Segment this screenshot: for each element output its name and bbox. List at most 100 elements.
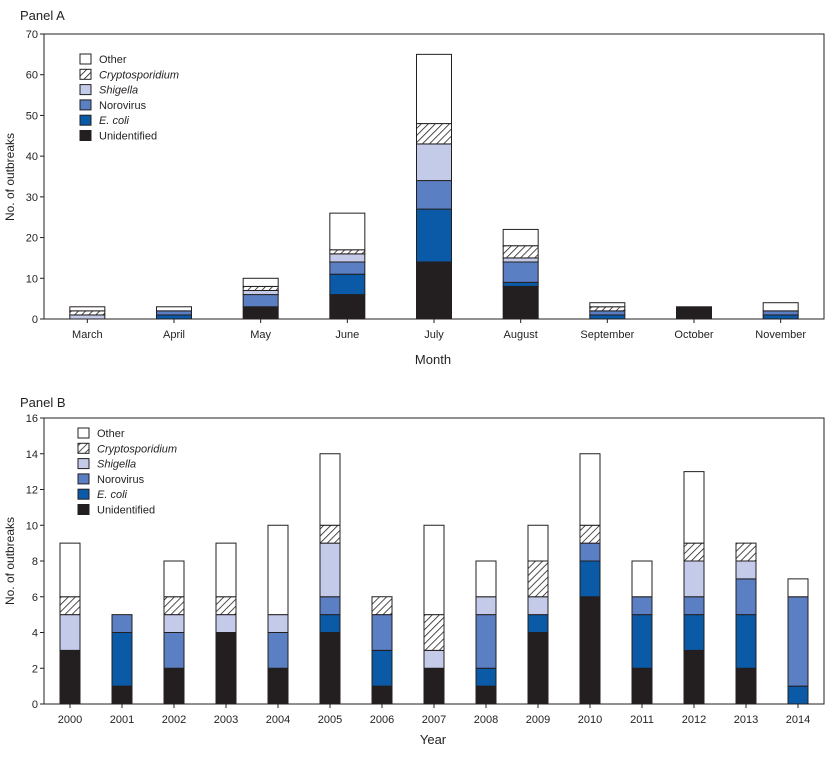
bar-segment-crypto-August	[502, 245, 539, 259]
y-tick-label: 10	[26, 273, 38, 285]
bar-segment-norovirus-April	[156, 310, 192, 316]
bar-segment-other-2005	[319, 453, 341, 526]
legend-swatch-unidentified	[77, 504, 90, 515]
bar-segment-ecoli-2001	[111, 632, 133, 687]
bar-segment-ecoli-2005	[319, 614, 341, 633]
legend-swatch-shigella	[77, 458, 90, 470]
bar-segment-shigella-August	[502, 257, 539, 263]
legend-label-norovirus: Norovirus	[99, 100, 147, 112]
bar-segment-shigella-2005	[319, 542, 341, 598]
bar-segment-shigella-2000	[59, 614, 81, 651]
legend-label-ecoli: E. coli	[97, 489, 128, 501]
bar-segment-other-March	[69, 306, 106, 312]
bar-segment-crypto-2009	[527, 560, 549, 598]
y-tick-label: 8	[32, 556, 38, 568]
legend-swatch-ecoli	[79, 114, 92, 126]
bar-segment-norovirus-May	[242, 294, 279, 308]
bar-segment-ecoli-November	[762, 314, 799, 320]
legend-label-other: Other	[99, 54, 127, 66]
legend-label-shigella: Shigella	[97, 459, 136, 471]
bar-segment-other-May	[242, 277, 279, 287]
y-tick-label: 50	[26, 110, 38, 122]
panel-b-ylabel: No. of outbreaks	[3, 517, 17, 605]
bar-segment-unidentified-October	[676, 306, 712, 320]
legend-label-crypto: Cryptosporidium	[99, 69, 179, 81]
x-tick-label: April	[163, 329, 185, 341]
y-tick-label: 10	[26, 520, 38, 532]
bar-segment-other-2004	[267, 524, 289, 616]
bar-segment-other-2008	[475, 560, 497, 598]
bar-segment-other-November	[762, 302, 799, 312]
bar-segment-shigella-2009	[527, 596, 549, 616]
x-tick-label: 2002	[162, 714, 186, 726]
bar-segment-crypto-June	[329, 249, 366, 255]
bar-segment-unidentified-2000	[59, 649, 81, 705]
bar-segment-norovirus-November	[762, 310, 799, 316]
bar-segment-shigella-July	[416, 143, 452, 182]
bar-segment-unidentified-July	[416, 261, 452, 320]
bar-segment-other-2002	[163, 560, 185, 598]
bar-segment-shigella-March	[69, 314, 106, 320]
y-tick-label: 16	[26, 413, 38, 425]
bar-segment-unidentified-2004	[267, 667, 289, 705]
panel-b-xlabel: Year	[420, 732, 447, 747]
bar-segment-shigella-2003	[215, 614, 237, 633]
bar-segment-crypto-2010	[579, 524, 601, 544]
y-tick-label: 6	[32, 592, 38, 604]
y-tick-label: 20	[26, 233, 38, 245]
legend-swatch-norovirus	[79, 99, 92, 111]
bar-segment-crypto-2007	[423, 614, 445, 651]
bar-segment-shigella-2012	[683, 560, 705, 598]
bar-segment-unidentified-2007	[423, 667, 445, 705]
bar-segment-unidentified-2003	[215, 632, 237, 705]
bar-segment-norovirus-June	[329, 261, 366, 275]
bar-segment-ecoli-August	[502, 281, 539, 287]
legend-label-unidentified: Unidentified	[99, 131, 157, 143]
legend-label-norovirus: Norovirus	[97, 474, 145, 486]
x-tick-label: 2009	[526, 714, 550, 726]
x-tick-label: May	[250, 329, 271, 341]
bar-segment-shigella-June	[329, 253, 366, 263]
bar-segment-norovirus-2011	[631, 596, 653, 616]
bar-segment-norovirus-2002	[163, 632, 185, 669]
bar-segment-ecoli-July	[416, 208, 452, 263]
panel-b-label: Panel B	[20, 395, 66, 410]
bar-segment-ecoli-2009	[527, 614, 549, 633]
x-tick-label: August	[504, 329, 538, 341]
x-tick-label: September	[580, 329, 634, 341]
y-tick-label: 4	[32, 628, 38, 640]
bar-segment-other-2012	[683, 471, 705, 544]
x-tick-label: 2000	[58, 714, 82, 726]
bar-segment-unidentified-August	[502, 285, 539, 320]
bar-segment-ecoli-2014	[787, 685, 809, 705]
bar-segment-crypto-2012	[683, 542, 705, 562]
bar-segment-other-2000	[59, 542, 81, 598]
legend-swatch-unidentified	[79, 130, 92, 141]
x-tick-label: 2007	[422, 714, 446, 726]
bar-segment-norovirus-September	[589, 310, 626, 316]
bar-segment-crypto-2013	[735, 542, 757, 562]
bar-segment-other-April	[156, 306, 192, 312]
bar-segment-other-September	[589, 302, 626, 308]
legend-label-unidentified: Unidentified	[97, 505, 155, 517]
x-tick-label: October	[674, 329, 713, 341]
bar-segment-crypto-2000	[59, 596, 81, 616]
bar-segment-ecoli-2011	[631, 614, 653, 669]
bar-segment-other-July	[416, 53, 452, 125]
bar-segment-other-August	[502, 228, 539, 247]
bar-segment-crypto-2005	[319, 524, 341, 544]
y-tick-label: 14	[26, 449, 38, 461]
bar-segment-other-2014	[787, 578, 809, 598]
bar-segment-unidentified-2013	[735, 667, 757, 705]
legend-swatch-shigella	[79, 84, 92, 96]
bar-segment-ecoli-2008	[475, 667, 497, 687]
bar-segment-unidentified-2001	[111, 685, 133, 705]
bar-segment-unidentified-May	[242, 306, 279, 320]
x-tick-label: 2006	[370, 714, 394, 726]
bar-segment-crypto-September	[589, 306, 626, 312]
bar-segment-shigella-May	[242, 290, 279, 296]
bar-segment-other-2010	[579, 453, 601, 526]
bar-segment-crypto-July	[416, 123, 452, 145]
